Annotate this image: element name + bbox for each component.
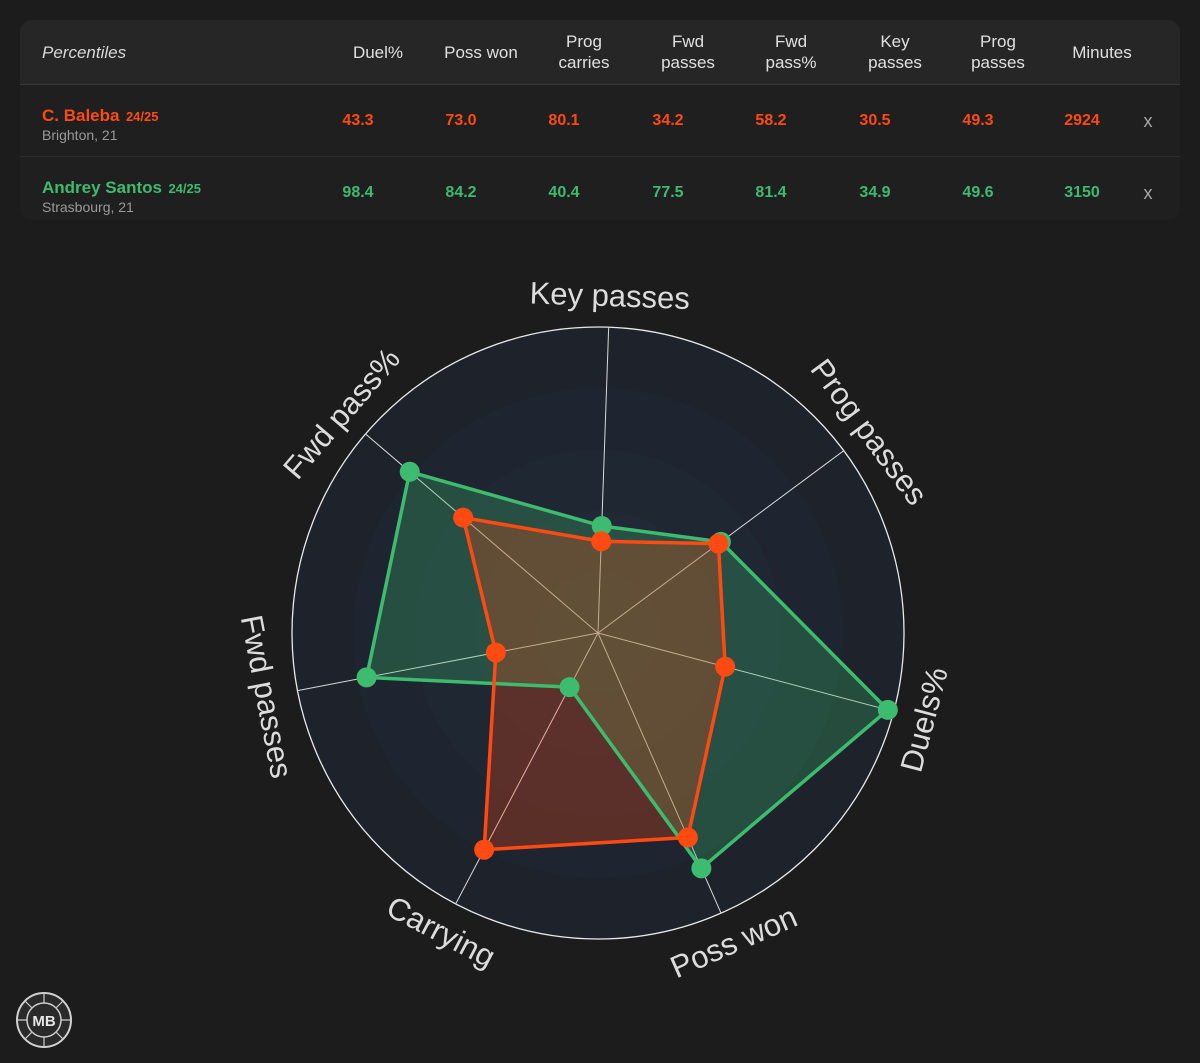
mb-logo: MB [16, 992, 72, 1048]
value-duel-pct: 98.4 [342, 184, 374, 201]
radar-spoke [597, 632, 894, 712]
value-duel-pct: 43.3 [342, 112, 374, 129]
radar-axis-label: Duels% [894, 663, 955, 775]
value-key-passes: 30.5 [859, 112, 891, 129]
value-prog-passes: 49.3 [962, 112, 994, 129]
radar-point [356, 667, 377, 688]
value-poss-won: 73.0 [445, 112, 477, 129]
radar-point [591, 515, 612, 536]
column-header-fwd-passes[interactable]: Fwd passes [661, 32, 715, 72]
remove-player-button[interactable]: x [1143, 182, 1153, 203]
column-header-minutes[interactable]: Minutes [1072, 42, 1132, 62]
player-row-santos: Andrey Santos 24/25 Strasbourg, 21 98.4 … [20, 158, 1180, 228]
radar-point [708, 533, 729, 554]
radar-spoke [297, 632, 599, 692]
radar-point [691, 858, 712, 879]
player-row-baleba: C. Baleba 24/25 Brighton, 21 43.3 73.0 8… [20, 86, 1180, 157]
value-minutes: 2924 [1064, 112, 1100, 129]
player-name[interactable]: C. Baleba [42, 106, 120, 125]
player-season: 24/25 [168, 181, 201, 196]
value-fwd-pass-pct: 58.2 [755, 112, 787, 129]
logo-text: MB [32, 1013, 55, 1030]
radar-point [877, 699, 898, 720]
radar-point [559, 677, 580, 698]
player-team: Brighton, 21 [42, 127, 118, 143]
radar-point [453, 507, 474, 528]
value-prog-carries: 80.1 [548, 112, 580, 129]
table-title: Percentiles [42, 42, 127, 62]
radar-spoke [455, 632, 599, 905]
radar-outer-circle [291, 326, 905, 940]
table-header: Percentiles Duel% Poss won Prog carries … [20, 20, 1180, 85]
value-prog-passes: 49.6 [962, 184, 994, 201]
column-header-prog-carries[interactable]: Prog carries [558, 32, 610, 72]
column-header-prog-passes[interactable]: Prog passes [971, 32, 1025, 72]
radar-area [463, 517, 726, 850]
player-team: Strasbourg, 21 [42, 199, 134, 215]
column-header-fwd-pass-pct[interactable]: Fwd pass% [765, 32, 817, 72]
radar-area [366, 471, 888, 869]
radar-point [591, 531, 612, 552]
player-info: C. Baleba 24/25 Brighton, 21 [42, 106, 158, 143]
player-name[interactable]: Andrey Santos [42, 178, 162, 197]
radar-point [399, 461, 420, 482]
radar-axis-label: Fwd passes [234, 612, 300, 781]
radar-point [485, 642, 506, 663]
radar-point [474, 839, 495, 860]
value-poss-won: 84.2 [445, 184, 477, 201]
value-fwd-passes: 34.2 [652, 112, 684, 129]
column-header-poss-won[interactable]: Poss won [444, 42, 518, 62]
radar-spoke [597, 327, 610, 634]
value-minutes: 3150 [1064, 184, 1100, 201]
value-fwd-pass-pct: 81.4 [755, 184, 787, 201]
value-prog-carries: 40.4 [548, 184, 580, 201]
remove-player-button[interactable]: x [1143, 110, 1153, 131]
value-key-passes: 34.9 [859, 184, 891, 201]
value-fwd-passes: 77.5 [652, 184, 684, 201]
player-season: 24/25 [125, 109, 159, 124]
radar-point [677, 827, 698, 848]
column-header-duel-pct[interactable]: Duel% [352, 42, 404, 62]
player-info: Andrey Santos 24/25 Strasbourg, 21 [42, 178, 201, 215]
percentiles-table: Percentiles Duel% Poss won Prog carries … [20, 20, 1180, 220]
radar-axis-label: Key passes [529, 275, 690, 316]
column-header-key-passes[interactable]: Key passes [868, 32, 922, 72]
radar-point [715, 656, 736, 677]
radar-series-line [364, 470, 890, 871]
radar-series-line [461, 515, 727, 852]
